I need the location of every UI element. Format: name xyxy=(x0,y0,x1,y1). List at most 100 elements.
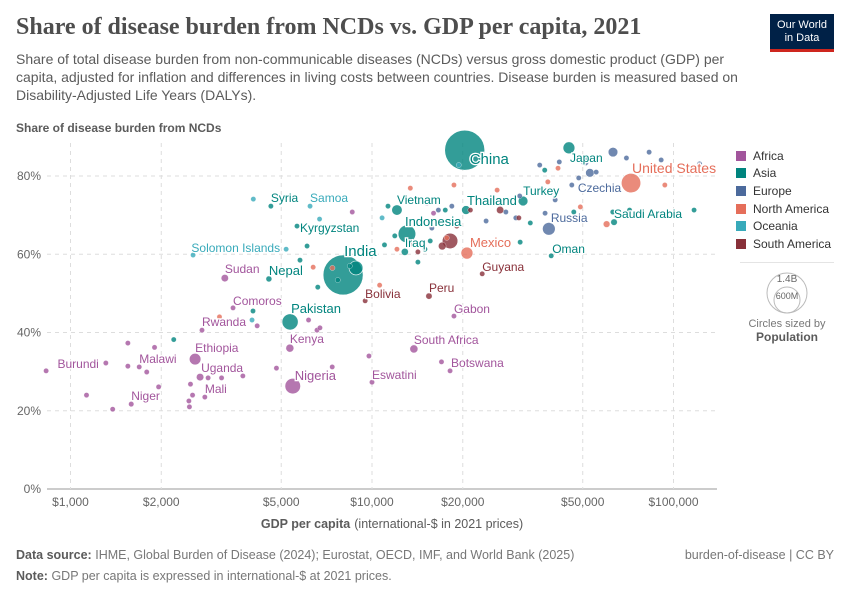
note: Note: GDP per capita is expressed in int… xyxy=(16,569,392,583)
source-label: Data source: xyxy=(16,548,92,562)
legend-swatch xyxy=(736,203,746,214)
point-label-guyana: Guyana xyxy=(482,260,524,274)
data-point xyxy=(329,364,335,370)
data-point xyxy=(347,263,353,269)
point-label-comoros: Comoros xyxy=(233,294,282,308)
data-point xyxy=(585,168,595,178)
data-point xyxy=(696,161,703,167)
point-label-oman: Oman xyxy=(552,242,585,256)
data-point xyxy=(453,223,460,229)
data-point xyxy=(317,325,323,331)
data-point xyxy=(240,373,246,379)
logo-line-2: in Data xyxy=(784,32,820,44)
data-point-pakistan xyxy=(281,313,299,331)
size-variable: Population xyxy=(756,330,818,344)
data-point xyxy=(190,252,196,258)
legend-swatch xyxy=(736,150,746,161)
data-point xyxy=(394,246,400,252)
data-point-nigeria xyxy=(284,377,301,395)
data-point xyxy=(496,206,504,214)
legend-item-oceania[interactable]: Oceania xyxy=(736,217,831,235)
data-point xyxy=(542,210,548,216)
point-label-malawi: Malawi xyxy=(139,352,176,366)
chart-subtitle: Share of total disease burden from non-c… xyxy=(16,51,738,103)
y-tick-label: 40% xyxy=(17,326,41,340)
data-point xyxy=(576,175,582,181)
data-point-samoa xyxy=(307,203,313,209)
data-point-eswatini xyxy=(369,379,375,385)
point-label-uganda: Uganda xyxy=(201,361,243,375)
legend-swatch xyxy=(736,185,746,196)
point-label-burundi: Burundi xyxy=(57,357,98,371)
data-point xyxy=(593,169,599,175)
point-label-botswana: Botswana xyxy=(451,356,504,370)
point-label-iraq: Iraq xyxy=(405,236,426,250)
x-tick-label: $5,000 xyxy=(263,495,300,509)
point-label-japan: Japan xyxy=(570,151,603,165)
legend-item-south-america[interactable]: South America xyxy=(736,235,831,253)
data-point xyxy=(250,196,257,202)
x-tick-label: $20,000 xyxy=(441,495,485,509)
point-label-nepal: Nepal xyxy=(269,263,303,278)
data-point-russia xyxy=(542,222,556,236)
data-point xyxy=(186,404,193,410)
data-point xyxy=(304,243,310,249)
data-point xyxy=(392,233,398,239)
note-label: Note: xyxy=(16,569,48,583)
point-label-russia: Russia xyxy=(551,211,588,225)
data-point xyxy=(541,167,548,173)
data-point xyxy=(438,359,445,365)
owid-logo[interactable]: Our World in Data xyxy=(770,14,834,52)
data-point-nepal xyxy=(265,275,272,282)
data-point xyxy=(170,336,177,343)
data-point-vietnam xyxy=(391,204,403,216)
point-label-gabon: Gabon xyxy=(454,302,490,316)
data-point xyxy=(503,209,509,215)
legend-label: Europe xyxy=(753,183,792,198)
data-point xyxy=(186,398,192,404)
data-point-bolivia xyxy=(362,298,368,304)
legend-label: Oceania xyxy=(753,219,798,234)
data-point xyxy=(216,314,223,320)
data-point-kyrgyzstan xyxy=(294,223,300,229)
point-label-nigeria: Nigeria xyxy=(295,368,337,383)
data-point-oman xyxy=(548,253,554,259)
legend-item-asia[interactable]: Asia xyxy=(736,165,831,183)
data-point xyxy=(143,369,150,375)
point-label-kyrgyzstan: Kyrgyzstan xyxy=(300,221,359,235)
size-label-large: 1.4B xyxy=(777,274,798,285)
legend-item-europe[interactable]: Europe xyxy=(736,182,831,200)
data-point xyxy=(646,149,652,155)
data-point xyxy=(109,406,116,412)
data-point xyxy=(205,375,211,381)
data-point xyxy=(415,259,421,265)
data-point-mali xyxy=(202,394,208,400)
point-label-mali: Mali xyxy=(205,382,227,396)
data-point xyxy=(349,209,356,215)
data-point xyxy=(305,317,312,323)
source-text[interactable]: IHME, Global Burden of Disease (2024); E… xyxy=(95,548,575,562)
legend-label: Asia xyxy=(753,166,777,181)
point-label-kenya: Kenya xyxy=(290,332,324,346)
legend-label: Africa xyxy=(753,148,784,163)
data-point xyxy=(449,203,455,209)
legend-label: South America xyxy=(753,236,832,251)
license[interactable]: burden-of-disease | CC BY xyxy=(684,548,834,562)
legend-item-africa[interactable]: Africa xyxy=(736,147,831,165)
data-point-turkey xyxy=(517,195,529,207)
legend-swatch xyxy=(736,221,746,232)
data-point xyxy=(494,187,500,193)
data-point xyxy=(366,353,372,359)
data-point-guyana xyxy=(479,271,485,277)
data-point xyxy=(415,249,421,255)
y-tick-label: 20% xyxy=(17,404,41,418)
data-point xyxy=(607,146,619,158)
x-axis-label-units: (international-$ in 2021 prices) xyxy=(354,517,523,531)
data-source: Data source: IHME, Global Burden of Dise… xyxy=(16,548,574,562)
data-point xyxy=(297,257,303,263)
data-point xyxy=(662,182,668,188)
data-point-malawi xyxy=(136,364,142,370)
data-point xyxy=(516,215,522,221)
legend-item-north-america[interactable]: North America xyxy=(736,200,831,218)
